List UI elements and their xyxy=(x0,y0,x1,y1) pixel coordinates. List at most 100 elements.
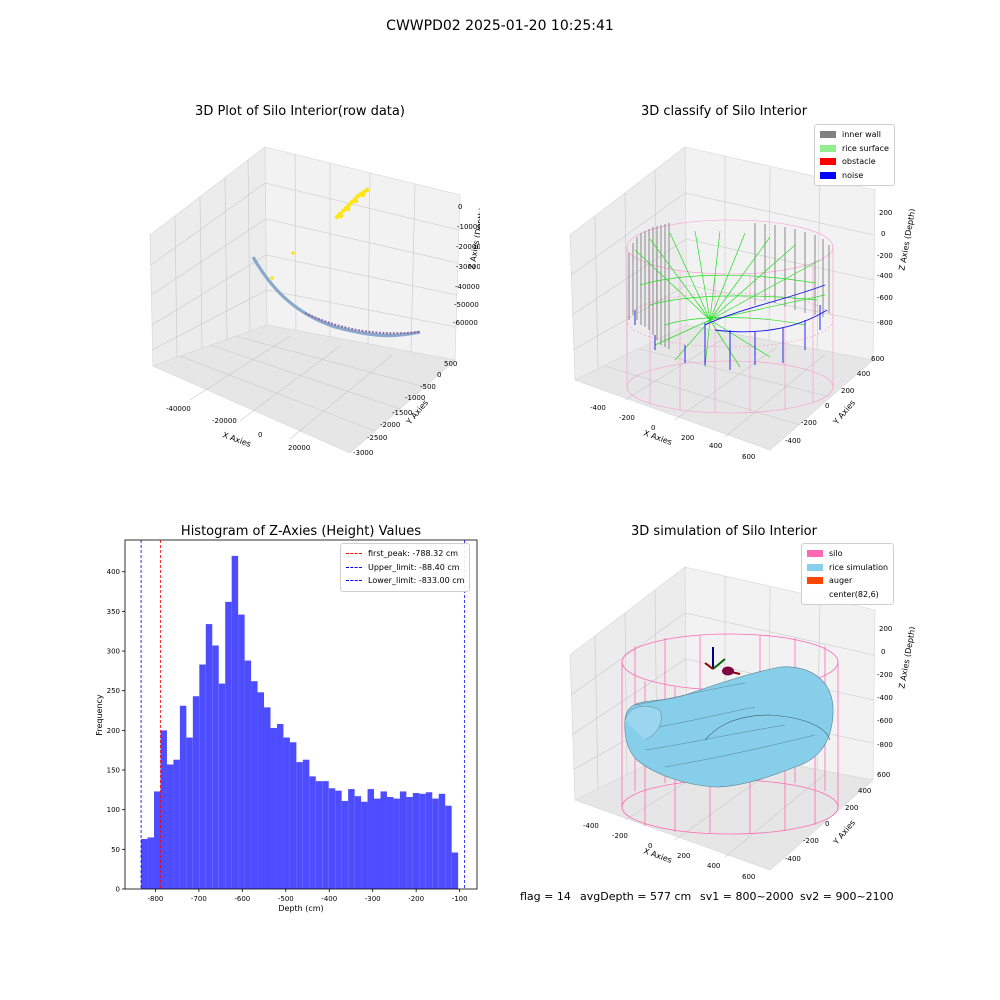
histogram-bar xyxy=(374,798,381,889)
histogram-bar xyxy=(361,801,368,889)
classify-xt-0: -400 xyxy=(590,404,606,412)
raw-yt-1: 0 xyxy=(437,371,441,379)
histogram-bar xyxy=(309,776,316,889)
histogram-bar xyxy=(160,730,167,889)
histogram-bar xyxy=(354,796,362,889)
histogram-bar xyxy=(386,796,394,889)
classify-xt-3: 200 xyxy=(681,434,694,442)
x-tick-label: -200 xyxy=(408,895,424,903)
legend-label: noise xyxy=(842,170,864,180)
legend-label: rice simulation xyxy=(829,562,889,572)
histogram-bar xyxy=(445,805,452,889)
simulation-panel-title: 3D simulation of Silo Interior xyxy=(631,524,817,539)
histogram-bar xyxy=(406,796,413,889)
legend-swatch xyxy=(820,171,836,179)
classify-y-label: Y Axies xyxy=(831,398,857,427)
legend-entry-first-peak: first_peak: -788.32 cm xyxy=(346,547,464,561)
raw-zt-5: -50000 xyxy=(454,301,479,309)
raw-yt-2: -500 xyxy=(420,383,436,391)
legend-line xyxy=(346,566,362,568)
histogram-bar xyxy=(173,759,180,889)
classify-yt-3: 0 xyxy=(825,402,829,410)
simulation-zt-0: 200 xyxy=(879,625,892,633)
simulation-yt-0: 600 xyxy=(877,771,890,779)
x-tick-label: -100 xyxy=(452,895,468,903)
raw-zt-6: -60000 xyxy=(453,319,478,327)
raw-zt-1: -10000 xyxy=(457,223,480,231)
histogram-bar xyxy=(289,742,297,889)
y-tick-label: 50 xyxy=(111,846,120,854)
classify-panel-title: 3D classify of Silo Interior xyxy=(640,104,808,119)
histogram-y-ticks: 0 50 100 150 200 250 300 350 400 xyxy=(107,568,125,894)
legend-entry-inner-wall: inner wall xyxy=(820,128,889,142)
classify-zt-5: -800 xyxy=(877,319,893,327)
histogram-bar xyxy=(264,707,271,889)
histogram-bar xyxy=(147,837,155,889)
legend-entry-auger: auger xyxy=(807,574,888,588)
classify-yt-4: -200 xyxy=(801,419,817,427)
x-tick-label: -500 xyxy=(278,895,294,903)
raw-zt-2: -20000 xyxy=(456,243,480,251)
simulation-xt-1: -200 xyxy=(612,832,628,840)
histogram-bar xyxy=(438,793,446,889)
histogram-bar xyxy=(218,683,226,889)
histogram-bar xyxy=(322,781,329,889)
legend-label: rice surface xyxy=(842,143,889,153)
raw-yt-3: -1000 xyxy=(405,394,425,402)
y-tick-label: 350 xyxy=(107,608,120,616)
legend-entry-upper-limit: Upper_limit: -88.40 cm xyxy=(346,561,464,575)
classify-yt-0: 600 xyxy=(871,355,884,363)
histogram-bar xyxy=(425,792,433,889)
status-flag: flag = 14 xyxy=(520,890,571,903)
simulation-yt-5: -400 xyxy=(785,855,801,863)
simulation-z-label: Z Axies (Depth) xyxy=(897,626,915,689)
simulation-yt-1: 400 xyxy=(858,787,871,795)
x-tick-label: -400 xyxy=(321,895,337,903)
histogram-bar xyxy=(315,781,323,889)
histogram-y-label: Frequency xyxy=(95,694,104,736)
histogram-bar xyxy=(380,791,387,889)
classify-rice-surface xyxy=(634,230,826,368)
histogram-bar xyxy=(302,759,310,889)
histogram-bar xyxy=(393,798,400,889)
legend-entry-center: center(82,6) xyxy=(807,588,888,602)
raw-xt-3: 20000 xyxy=(288,444,310,452)
x-tick-label: -800 xyxy=(147,895,163,903)
histogram-vlines xyxy=(140,540,466,889)
raw-z-ticks: 0 -10000 -20000 -30000 -40000 -50000 -60… xyxy=(453,203,480,327)
histogram-bar xyxy=(419,793,426,889)
histogram-bar xyxy=(199,664,206,889)
histogram-bar xyxy=(179,705,187,889)
histogram-bar xyxy=(251,681,258,889)
simulation-xt-3: 200 xyxy=(677,852,690,860)
histogram-bar xyxy=(296,762,303,889)
simulation-zt-4: -600 xyxy=(877,717,893,725)
status-avg-depth: avgDepth = 577 cm xyxy=(580,890,692,903)
classify-xt-2: 0 xyxy=(651,424,655,432)
simulation-zt-2: -200 xyxy=(877,671,893,679)
legend-label: first_peak: -788.32 cm xyxy=(368,549,459,559)
legend-label: silo xyxy=(829,549,843,559)
simulation-legend: silo rice simulation auger center(82,6) xyxy=(801,543,895,605)
histogram-title: Histogram of Z-Axies (Height) Values xyxy=(180,524,422,539)
histogram-bar xyxy=(341,800,349,889)
y-tick-label: 200 xyxy=(107,727,120,735)
histogram-bar xyxy=(270,727,277,889)
status-sv2: sv2 = 900~2100 xyxy=(800,890,894,903)
classify-x-label: X Axies xyxy=(642,428,673,447)
histogram-bars xyxy=(141,555,459,889)
histogram-bar xyxy=(212,645,219,889)
classify-floor-pane xyxy=(574,324,874,451)
classify-zt-2: -200 xyxy=(877,252,893,260)
simulation-yt-3: 0 xyxy=(825,820,829,828)
raw-x-ticks: -40000 -20000 0 20000 xyxy=(166,405,310,452)
legend-entry-rice-surface: rice surface xyxy=(820,142,889,156)
raw-floor-pane xyxy=(152,324,456,454)
y-tick-label: 300 xyxy=(107,648,120,656)
simulation-xt-0: -400 xyxy=(583,822,599,830)
histogram-bar xyxy=(451,852,459,889)
raw-xt-2: 0 xyxy=(258,431,262,439)
histogram-bar xyxy=(283,737,290,889)
histogram-bar xyxy=(257,692,265,889)
classify-xt-5: 600 xyxy=(742,453,755,461)
